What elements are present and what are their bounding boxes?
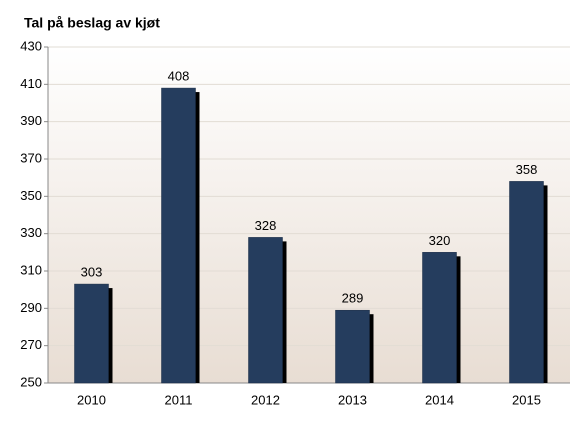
- bar: [248, 237, 283, 384]
- y-tick-label: 270: [20, 337, 42, 352]
- plot-area: [48, 47, 570, 383]
- bar: [509, 181, 544, 384]
- y-tick-label: 350: [20, 188, 42, 203]
- x-tick-label: 2013: [338, 392, 367, 407]
- data-label: 358: [516, 162, 538, 177]
- bar: [161, 87, 196, 384]
- data-label: 303: [81, 265, 103, 280]
- data-label: 328: [255, 218, 277, 233]
- y-tick-label: 290: [20, 300, 42, 315]
- x-tick-label: 2011: [165, 392, 193, 407]
- bar: [335, 309, 370, 384]
- y-tick-label: 370: [20, 150, 42, 165]
- x-tick-label: 2014: [425, 392, 454, 407]
- bar: [422, 252, 457, 384]
- x-tick-label: 2010: [77, 392, 106, 407]
- chart-title: Tal på beslag av kjøt: [24, 15, 160, 31]
- data-label: 320: [429, 233, 451, 248]
- bar: [74, 283, 109, 384]
- y-tick-label: 330: [20, 225, 42, 240]
- data-label: 289: [342, 291, 364, 306]
- y-tick-label: 310: [20, 262, 42, 277]
- x-tick-label: 2015: [512, 392, 541, 407]
- y-tick-label: 250: [20, 374, 42, 389]
- y-tick-label: 430: [20, 38, 42, 53]
- x-tick-label: 2012: [251, 392, 280, 407]
- y-tick-label: 390: [20, 113, 42, 128]
- y-tick-label: 410: [20, 76, 42, 91]
- data-label: 408: [168, 69, 190, 84]
